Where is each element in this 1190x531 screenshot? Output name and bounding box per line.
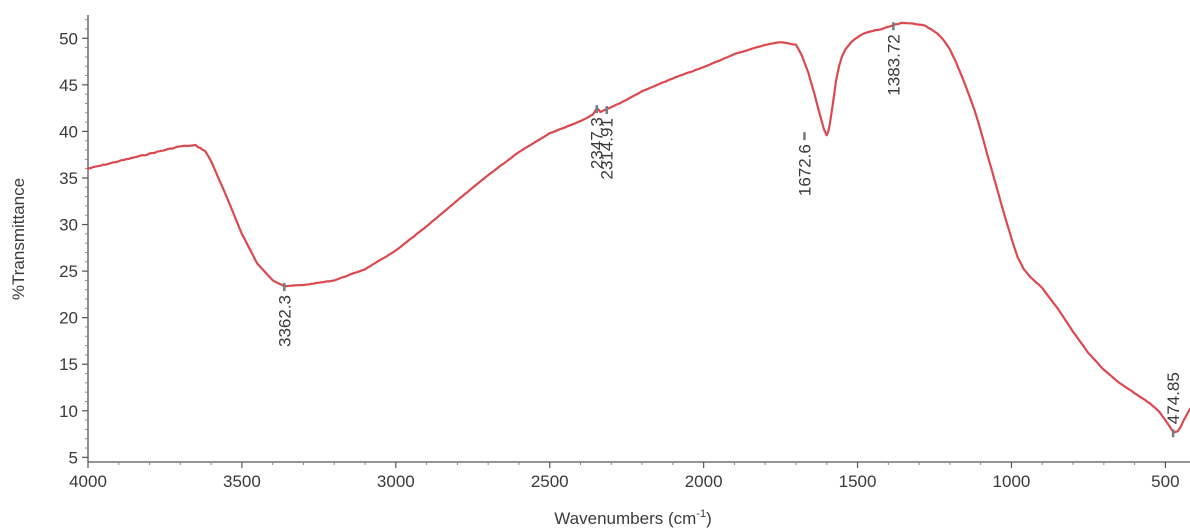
peak-label: 1672.6	[795, 144, 814, 196]
y-tick-label: 25	[59, 262, 78, 281]
series	[86, 21, 1190, 434]
x-axis-title-close: )	[706, 509, 712, 528]
peak-label: 474.85	[1164, 372, 1183, 424]
y-tick-label: 45	[59, 76, 78, 95]
axes	[87, 15, 1190, 463]
y-tick-label: 15	[59, 355, 78, 374]
y-axis-title: %Transmittance	[9, 178, 28, 300]
x-tick-label: 1500	[839, 472, 877, 491]
y-tick-label: 20	[59, 309, 78, 328]
x-tick-label: 500	[1151, 472, 1179, 491]
y-tick-label: 30	[59, 216, 78, 235]
y-tick-label: 10	[59, 402, 78, 421]
x-axis-title: Wavenumbers (cm-1)	[554, 508, 711, 528]
peak-label: 2347.3	[588, 117, 607, 169]
y-tick-label: 50	[59, 29, 78, 48]
spectrum-line	[86, 21, 1190, 434]
peak-label: 3362.3	[275, 295, 294, 347]
x-tick-label: 3000	[377, 472, 415, 491]
x-tick-label: 1000	[993, 472, 1031, 491]
y-tick-label: 35	[59, 169, 78, 188]
x-tick-label: 3500	[223, 472, 261, 491]
y-tick-label: 40	[59, 122, 78, 141]
y-tick-label: 5	[69, 448, 78, 467]
x-axis-title-sup: -1	[696, 508, 706, 520]
x-tick-label: 2000	[685, 472, 723, 491]
x-ticks: 4000 3500 3000 2500 2000 1500 1000 500	[69, 462, 1180, 491]
peak-label: 2314.91	[598, 118, 617, 179]
x-tick-label: 2500	[531, 472, 569, 491]
peak-label: 1383.72	[884, 34, 903, 95]
x-axis-title-main: Wavenumbers (cm	[554, 509, 696, 528]
x-tick-label: 4000	[69, 472, 107, 491]
y-ticks: 5 10 15 20 25 30 35 40 45 50	[59, 19, 88, 467]
